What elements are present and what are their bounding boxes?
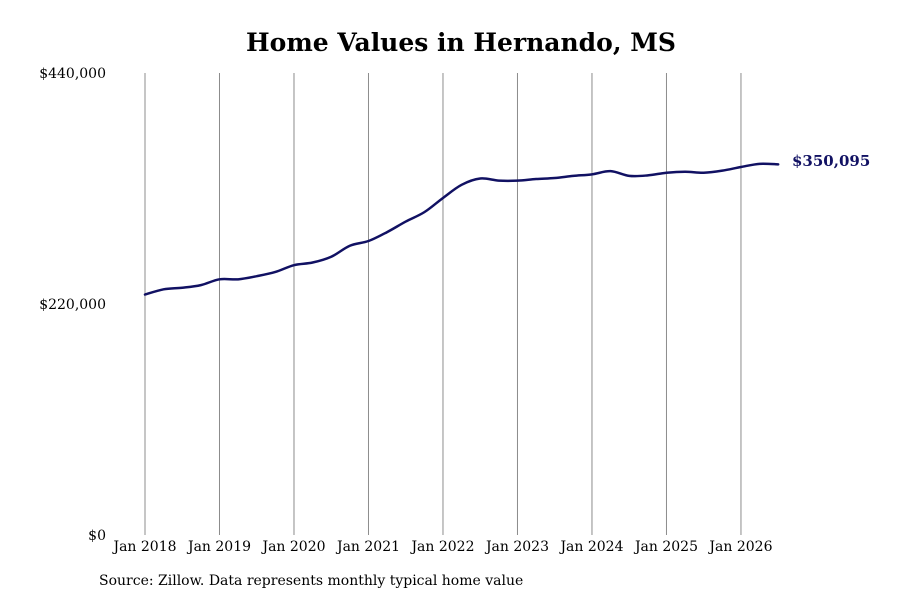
x-tick-label: Jan 2021 <box>335 539 400 555</box>
x-tick-label: Jan 2024 <box>558 539 623 555</box>
x-tick-label: Jan 2025 <box>633 539 698 555</box>
x-tick-label: Jan 2023 <box>484 539 549 555</box>
y-tick-label: $220,000 <box>39 297 106 313</box>
x-tick-label: Jan 2019 <box>186 539 251 555</box>
chart-title: Home Values in Hernando, MS <box>246 28 676 57</box>
source-note: Source: Zillow. Data represents monthly … <box>99 573 524 589</box>
y-tick-label: $440,000 <box>39 66 106 82</box>
end-value-label: $350,095 <box>792 152 870 170</box>
gridlines <box>144 73 742 535</box>
x-tick-label: Jan 2026 <box>707 539 772 555</box>
x-tick-label: Jan 2022 <box>409 539 474 555</box>
x-tick-label: Jan 2020 <box>260 539 325 555</box>
series-layer <box>143 162 780 296</box>
x-axis-ticks: Jan 2018 Jan 2019 Jan 2020 Jan 2021 Jan 2022… <box>111 539 772 555</box>
y-axis-ticks: $0 $220,000 $440,000 <box>39 66 106 544</box>
home-value-series-line <box>143 162 780 296</box>
x-tick-label: Jan 2018 <box>111 539 176 555</box>
y-tick-label: $0 <box>88 528 106 544</box>
